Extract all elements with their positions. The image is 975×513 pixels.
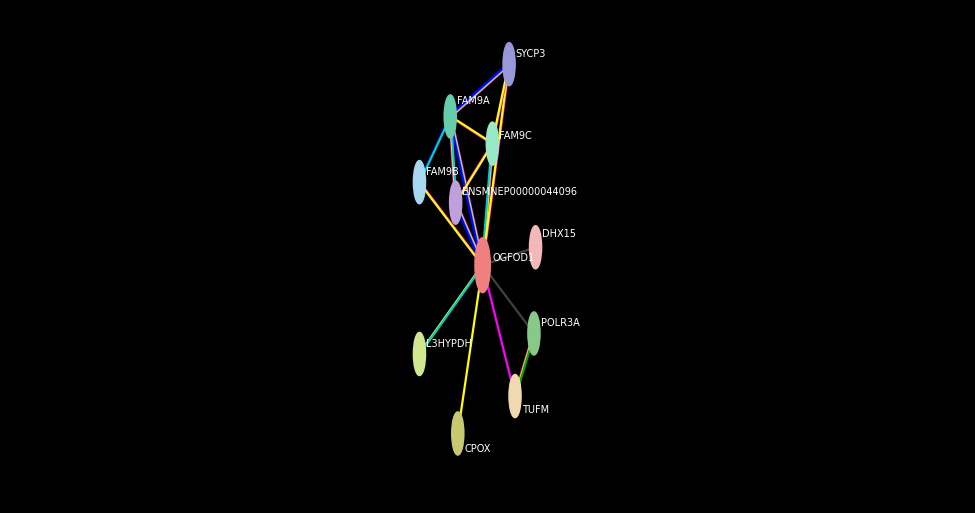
Text: CPOX: CPOX <box>464 444 491 454</box>
Text: ENSMNEP00000044096: ENSMNEP00000044096 <box>462 187 577 198</box>
Text: L3HYPDH: L3HYPDH <box>426 339 472 349</box>
Text: FAM9A: FAM9A <box>457 96 489 106</box>
Ellipse shape <box>503 43 515 86</box>
Text: OGFOD1: OGFOD1 <box>492 252 534 263</box>
Text: FAM9B: FAM9B <box>426 167 459 177</box>
Ellipse shape <box>487 122 498 165</box>
Text: POLR3A: POLR3A <box>541 318 579 328</box>
Text: SYCP3: SYCP3 <box>516 49 546 59</box>
Ellipse shape <box>413 161 425 204</box>
Ellipse shape <box>509 374 521 418</box>
Ellipse shape <box>449 181 461 224</box>
Text: FAM9C: FAM9C <box>499 131 531 141</box>
Text: TUFM: TUFM <box>522 405 549 416</box>
Text: DHX15: DHX15 <box>542 229 576 240</box>
Ellipse shape <box>475 238 490 292</box>
Ellipse shape <box>451 412 464 455</box>
Ellipse shape <box>413 332 425 376</box>
Ellipse shape <box>528 312 540 355</box>
Ellipse shape <box>445 95 456 138</box>
Ellipse shape <box>529 226 541 269</box>
